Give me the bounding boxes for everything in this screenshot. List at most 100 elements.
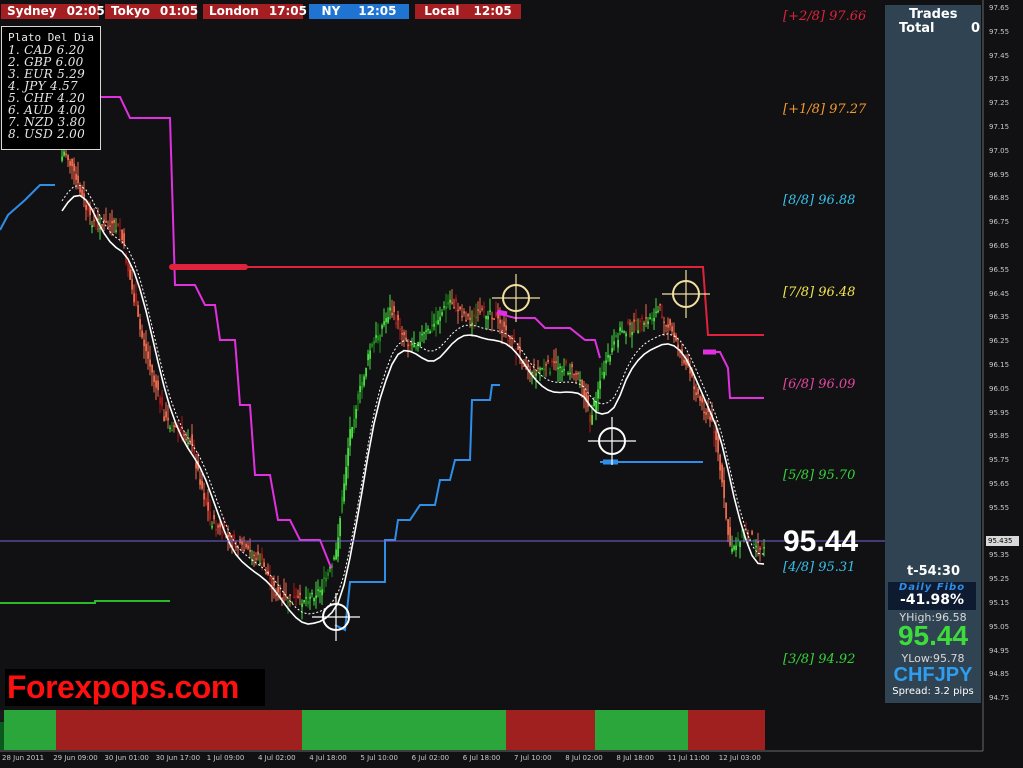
candle-body (299, 592, 301, 596)
candle-body (147, 351, 149, 359)
candle-body (753, 543, 755, 546)
candle-body (739, 541, 741, 548)
candle-body (359, 386, 361, 393)
candle-body (657, 310, 659, 313)
candle-body (415, 345, 417, 350)
candle-body (141, 330, 143, 338)
candle-body (321, 589, 323, 596)
trend-strip-segment (4, 710, 56, 750)
panel-price: 95.44 (897, 620, 969, 651)
candle-body (497, 313, 499, 319)
plato-row: 6. AUD 4.00 (8, 103, 86, 117)
candle-body (357, 393, 359, 400)
time-tick: 12 Jul 03:00 (718, 754, 761, 762)
session-name: London (209, 4, 259, 18)
daily-fibo-label: Daily Fibo (898, 582, 966, 593)
candle-body (759, 548, 761, 550)
price-tick: 97.05 (989, 146, 1010, 155)
candle-body (587, 395, 589, 407)
candle-body (237, 547, 239, 549)
session-sydney: Sydney 02:05 (1, 4, 105, 19)
candle-body (763, 547, 765, 549)
candle-body (669, 319, 671, 326)
candle-body (217, 525, 219, 528)
fibo-level-label: [8/8] 96.88 (783, 193, 856, 208)
candle-body (483, 306, 485, 308)
session-time: 02:05 (66, 4, 105, 18)
trend-strip-segment (0, 710, 4, 750)
candle-body (203, 493, 205, 500)
candle-body (85, 204, 87, 210)
candle-body (445, 306, 447, 310)
candle-body (307, 600, 309, 605)
candle-body (681, 349, 683, 355)
candle-body (391, 312, 393, 316)
candle-body (173, 425, 175, 428)
candle-body (527, 364, 529, 368)
candle-body (717, 436, 719, 453)
candle-body (319, 590, 321, 593)
candle-body (409, 343, 411, 347)
candle-body (301, 603, 303, 608)
candle-body (651, 318, 653, 321)
candle-body (571, 364, 573, 368)
candle-body (689, 367, 691, 374)
trend-strip-segment (56, 710, 302, 750)
candle-body (521, 362, 523, 364)
candle-body (183, 434, 185, 436)
candle-body (461, 315, 463, 318)
candle-body (199, 479, 201, 485)
candle-timer: t-54:30 (907, 564, 960, 579)
candle-body (699, 396, 701, 401)
candle-body (209, 511, 211, 520)
candle-body (139, 319, 141, 330)
price-scale[interactable]: 97.65 97.55 97.45 97.35 97.25 97.15 97.05 96.95… (983, 0, 1023, 768)
candle-body (671, 326, 673, 332)
fibo-level-label: [5/8] 95.70 (783, 468, 856, 483)
candle-body (653, 317, 655, 322)
candle-body (133, 293, 135, 303)
candle-body (109, 225, 111, 227)
candle-body (647, 321, 649, 325)
candle-body (229, 532, 231, 537)
candle-body (329, 566, 331, 569)
magenta-marker (496, 309, 508, 317)
candle-body (281, 598, 283, 600)
candle-body (595, 401, 597, 412)
candle-body (519, 348, 521, 353)
candle-body (411, 343, 413, 345)
candle-body (155, 380, 157, 388)
candle-body (265, 571, 267, 575)
candle-body (627, 321, 629, 324)
candle-body (631, 332, 633, 336)
candle-body (715, 431, 717, 441)
moving-average-line (61, 194, 765, 625)
candle-body (661, 315, 663, 318)
session-time: 12:05 (358, 4, 397, 18)
candle-body (417, 342, 419, 346)
candle-body (593, 399, 595, 406)
price-tick: 96.95 (989, 170, 1010, 179)
candle-body (65, 153, 67, 156)
candle-body (291, 601, 293, 604)
time-tick: 5 Jul 10:00 (360, 754, 398, 762)
candle-body (311, 592, 313, 595)
candle-body (233, 534, 235, 540)
price-tick: 96.05 (989, 384, 1010, 393)
candle-body (543, 368, 545, 371)
candle-body (553, 361, 555, 363)
price-tick: 97.35 (989, 75, 1010, 84)
candle-body (619, 327, 621, 332)
plato-row: 3. EUR 5.29 (8, 67, 86, 81)
candle-body (723, 480, 725, 499)
candle-body (443, 306, 445, 308)
price-tick: 97.45 (989, 51, 1010, 60)
candle-body (309, 596, 311, 599)
candle-body (569, 372, 571, 375)
candle-body (675, 335, 677, 341)
plato-row: 2. GBP 6.00 (8, 55, 84, 69)
session-name: Sydney (7, 4, 57, 18)
candle-body (343, 483, 345, 502)
candle-body (625, 333, 627, 337)
